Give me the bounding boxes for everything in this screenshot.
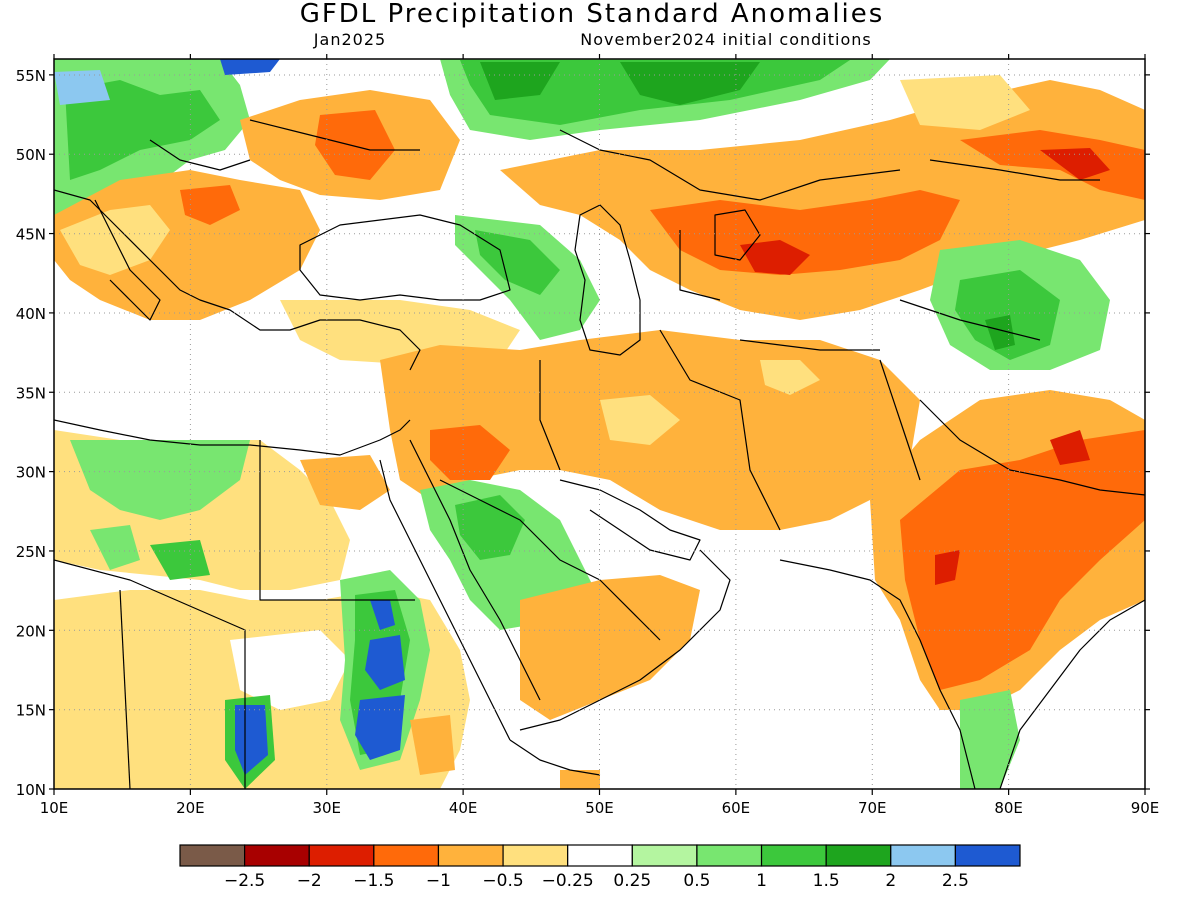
colorbar-label: 2.5 (942, 871, 969, 891)
colorbar-label: −1.5 (353, 871, 394, 891)
lat-lon-gridlines (54, 59, 1145, 789)
colorbar-swatch (437, 844, 504, 867)
colorbar-label: 1 (756, 871, 767, 891)
valid-month-label: Jan2025 (313, 30, 386, 49)
anomaly-fields (54, 59, 1145, 789)
lat-tick-label: 55N (16, 67, 46, 85)
colorbar-label: −0.25 (542, 871, 594, 891)
lon-tick-label: 90E (1131, 799, 1160, 817)
colorbar-swatch (373, 844, 440, 867)
lat-tick-label: 15N (16, 702, 46, 720)
colorbar-swatch (502, 844, 569, 867)
colorbar-swatch (179, 844, 246, 867)
colorbar-label: −2 (297, 871, 322, 891)
lat-tick-label: 25N (16, 543, 46, 561)
colorbar-label: 0.5 (683, 871, 710, 891)
colorbar-swatch (890, 844, 956, 867)
lat-tick-label: 30N (16, 464, 46, 482)
lat-tick-label: 35N (16, 384, 46, 402)
colorbar-swatch (308, 844, 375, 867)
initial-conditions-label: November2024 initial conditions (580, 30, 871, 49)
colorbar-swatch (696, 844, 763, 867)
map-axes: 10E 20E 30E 40E 50E 60E 70E 80E 90E 10N 15N 20N 25N 3… (16, 54, 1160, 817)
lon-tick-label: 20E (176, 799, 205, 817)
lat-tick-label: 20N (16, 622, 46, 640)
lat-tick-label: 45N (16, 226, 46, 244)
colorbar-swatch (954, 844, 1021, 867)
lon-tick-label: 10E (40, 799, 69, 817)
lon-tick-label: 60E (722, 799, 751, 817)
colorbar-label: 2 (885, 871, 896, 891)
colorbar-swatch (631, 844, 698, 867)
lon-tick-label: 70E (858, 799, 887, 817)
colorbar-label: −0.5 (482, 871, 523, 891)
colorbar-swatch (825, 844, 892, 867)
lon-tick-label: 80E (994, 799, 1023, 817)
lat-tick-label: 10N (16, 781, 46, 799)
lon-tick-label: 50E (585, 799, 614, 817)
colorbar-label: 0.25 (613, 871, 651, 891)
lon-tick-label: 40E (449, 799, 478, 817)
colorbar: −2.5 −2 −1.5 −1 −0.5 −0.25 0.25 0.5 1 1.5 2 2.5 (179, 844, 1021, 891)
colorbar-label: −2.5 (224, 871, 265, 891)
lat-tick-label: 50N (16, 146, 46, 164)
colorbar-label: 1.5 (813, 871, 840, 891)
figure-title: GFDL Precipitation Standard Anomalies (300, 0, 885, 29)
map-panel (54, 59, 1145, 789)
colorbar-swatch (567, 844, 633, 867)
colorbar-label: −1 (426, 871, 451, 891)
colorbar-swatch (760, 844, 827, 867)
lat-tick-label: 40N (16, 305, 46, 323)
lon-tick-label: 30E (312, 799, 341, 817)
colorbar-swatch (244, 844, 310, 867)
